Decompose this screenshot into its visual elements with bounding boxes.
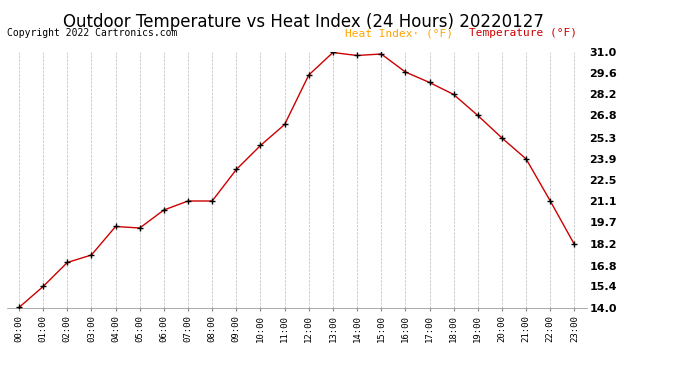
Text: Outdoor Temperature vs Heat Index (24 Hours) 20220127: Outdoor Temperature vs Heat Index (24 Ho… bbox=[63, 13, 544, 31]
Text: Heat Index· (°F): Heat Index· (°F) bbox=[345, 28, 453, 38]
Text: Temperature (°F): Temperature (°F) bbox=[469, 28, 578, 38]
Text: Copyright 2022 Cartronics.com: Copyright 2022 Cartronics.com bbox=[7, 28, 177, 38]
